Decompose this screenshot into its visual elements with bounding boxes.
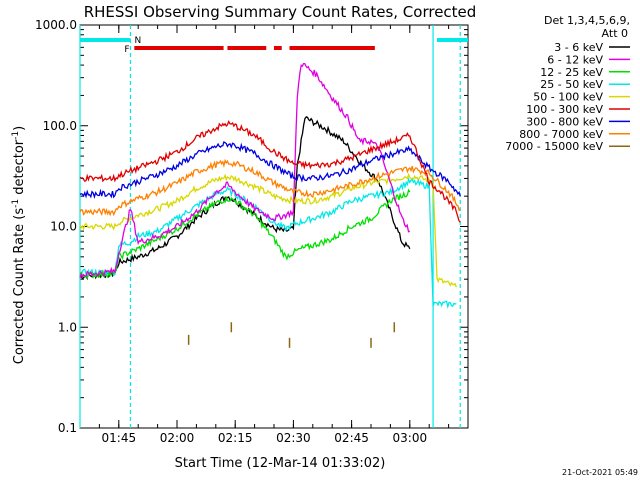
x-tick-label: 02:00 bbox=[160, 431, 195, 445]
x-tick-labels: 01:45 02:00 02:15 02:30 02:45 03:00 bbox=[102, 431, 428, 445]
legend-entry-label: 7000 - 15000 keV bbox=[505, 140, 603, 153]
y-tick-label: 1000.0 bbox=[35, 18, 77, 32]
x-tick-label: 03:00 bbox=[393, 431, 428, 445]
legend-header-detectors: Det 1,3,4,5,6,9, bbox=[544, 14, 630, 27]
series-line-6-12kev bbox=[79, 62, 411, 279]
x-tick-label: 02:45 bbox=[334, 431, 369, 445]
generation-timestamp: 21-Oct-2021 05:49 bbox=[562, 468, 638, 477]
flag-layer: NF bbox=[80, 36, 468, 55]
series-line-800-7000kev bbox=[79, 158, 461, 217]
y-axis-label: Corrected Count Rate (s-1 detector-1) bbox=[11, 126, 27, 364]
legend-header-attenuator: Att 0 bbox=[602, 27, 628, 40]
plot-frame bbox=[79, 24, 469, 429]
y-axis-label-tail: detector bbox=[12, 139, 27, 199]
legend-entry-label: 100 - 300 keV bbox=[526, 103, 603, 116]
legend-entry-label: 25 - 50 keV bbox=[540, 78, 603, 91]
series-line-12-25kev bbox=[79, 188, 411, 280]
legend-entry-label: 800 - 7000 keV bbox=[519, 128, 603, 141]
chart-title: RHESSI Observing Summary Count Rates, Co… bbox=[84, 3, 477, 21]
y-tick-labels: 0.1 1.0 10.0 100.0 1000.0 bbox=[35, 18, 77, 435]
axis-ticks bbox=[79, 24, 469, 429]
series-layer bbox=[79, 62, 461, 348]
legend-entry-label: 50 - 100 keV bbox=[533, 91, 603, 104]
legend-entry-label: 6 - 12 keV bbox=[547, 53, 603, 66]
series-line-50-100kev bbox=[79, 172, 458, 288]
y-tick-label: 10.0 bbox=[50, 220, 77, 234]
y-axis-label-main: Corrected Count Rate (s bbox=[12, 208, 27, 365]
legend-entry-label: 300 - 800 keV bbox=[526, 115, 603, 128]
x-tick-label: 02:15 bbox=[218, 431, 253, 445]
y-axis-label-sup2: -1 bbox=[11, 131, 21, 140]
x-tick-label: 01:45 bbox=[102, 431, 137, 445]
y-tick-label: 0.1 bbox=[58, 421, 77, 435]
series-line-300-800kev bbox=[79, 141, 461, 199]
flare-flag-label: F bbox=[124, 45, 129, 55]
series-line-100-300kev bbox=[79, 119, 461, 223]
legend-entry-label: 3 - 6 keV bbox=[554, 41, 603, 54]
x-axis-label: Start Time (12-Mar-14 01:33:02) bbox=[175, 456, 386, 471]
y-axis-label-sup: -1 bbox=[11, 199, 21, 208]
y-axis-label-end: ) bbox=[12, 126, 27, 131]
series-line-25-50kev bbox=[79, 176, 457, 310]
plot-area: NF bbox=[79, 24, 469, 429]
night-flag-label: N bbox=[134, 36, 141, 46]
legend-entry-label: 12 - 25 keV bbox=[540, 66, 603, 79]
x-tick-label: 02:30 bbox=[276, 431, 311, 445]
y-tick-label: 100.0 bbox=[43, 119, 77, 133]
y-tick-label: 1.0 bbox=[58, 320, 77, 334]
